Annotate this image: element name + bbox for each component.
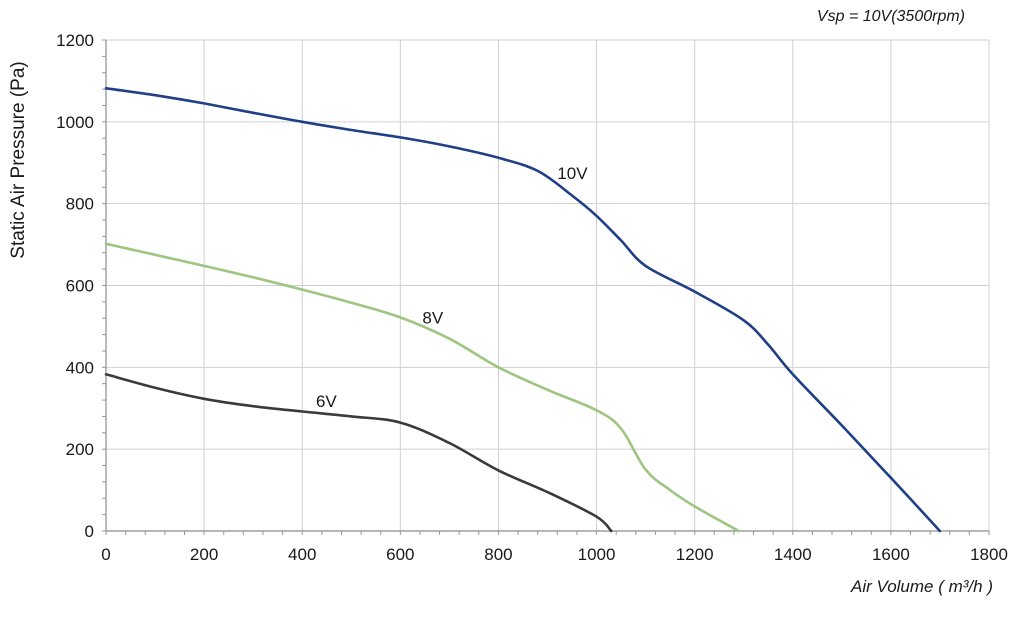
series-line-10v xyxy=(104,87,942,533)
grid xyxy=(106,39,990,531)
series-label-10v: 10V xyxy=(557,164,588,183)
y-tick-label: 800 xyxy=(66,195,94,214)
series-labels: 10V 8V 6V xyxy=(316,164,588,411)
series-line-6v xyxy=(104,373,613,533)
speed-annotation: Vsp = 10V(3500rpm) xyxy=(817,8,965,25)
y-tick-label: 600 xyxy=(66,277,94,296)
x-tick-label: 1200 xyxy=(676,545,714,564)
axes xyxy=(102,39,990,535)
y-tick-label: 200 xyxy=(66,440,94,459)
y-tick-label: 0 xyxy=(85,522,94,541)
x-tick-label: 1600 xyxy=(872,545,910,564)
series-line-8v xyxy=(104,242,741,533)
y-tick-label: 1200 xyxy=(56,31,94,50)
x-tick-label: 800 xyxy=(484,545,512,564)
series-lines xyxy=(104,87,942,533)
y-axis-label: Static Air Pressure (Pa) xyxy=(8,61,29,258)
series-label-6v: 6V xyxy=(316,392,337,411)
y-tick-label: 400 xyxy=(66,358,94,377)
x-tick-label: 600 xyxy=(386,545,414,564)
x-tick-label: 200 xyxy=(190,545,218,564)
x-tick-label: 1400 xyxy=(774,545,812,564)
x-tick-label: 1800 xyxy=(970,545,1008,564)
x-tick-label: 0 xyxy=(101,545,110,564)
y-tick-label: 1000 xyxy=(56,113,94,132)
x-tick-label: 1000 xyxy=(578,545,616,564)
x-tick-labels: 0 200 400 600 800 1000 1200 1400 1600 1800 xyxy=(101,545,1008,564)
x-tick-label: 400 xyxy=(288,545,316,564)
y-tick-labels: 0 200 400 600 800 1000 1200 xyxy=(56,31,94,541)
x-axis-label: Air Volume ( m³/h ) xyxy=(850,577,993,596)
series-label-8v: 8V xyxy=(422,308,443,327)
